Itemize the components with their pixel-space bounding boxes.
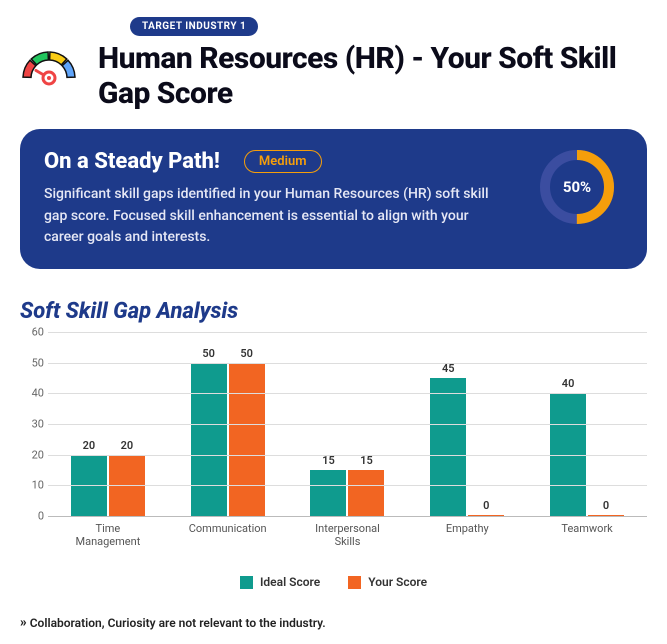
- score-percent-label: 50%: [539, 149, 615, 225]
- bar-value-label: 20: [121, 439, 134, 452]
- chevron-right-icon: »: [20, 615, 24, 630]
- bar-value-label: 15: [322, 454, 335, 467]
- header: Human Resources (HR) - Your Soft Skill G…: [20, 42, 647, 111]
- bar: 50: [229, 363, 265, 516]
- legend-item: Ideal Score: [240, 575, 320, 589]
- score-card-description: Significant skill gaps identified in you…: [44, 184, 507, 249]
- y-axis-tick: 10: [24, 479, 44, 492]
- score-card-title: On a Steady Path!: [44, 149, 220, 174]
- x-axis-label: Teamwork: [527, 517, 647, 547]
- bar: 45: [430, 378, 466, 516]
- x-axis-label: TimeManagement: [48, 517, 168, 547]
- y-axis-tick: 20: [24, 448, 44, 461]
- legend-label: Your Score: [368, 575, 427, 589]
- x-axis-label: InterpersonalSkills: [288, 517, 408, 547]
- bar: 0: [588, 515, 624, 516]
- gauge-icon: [20, 46, 78, 96]
- bar: 15: [310, 470, 346, 516]
- bar-value-label: 50: [202, 347, 215, 360]
- legend-item: Your Score: [348, 575, 427, 589]
- footnote-text: Collaboration, Curiosity are not relevan…: [30, 616, 326, 630]
- bar-value-label: 40: [562, 377, 575, 390]
- footnote: » Collaboration, Curiosity are not relev…: [20, 615, 647, 630]
- bar: 50: [191, 363, 227, 516]
- score-donut: 50%: [531, 149, 623, 225]
- y-axis-tick: 30: [24, 418, 44, 431]
- bar: 0: [468, 515, 504, 516]
- x-axis-label: Communication: [168, 517, 288, 547]
- score-card: On a Steady Path! Medium Significant ski…: [20, 129, 647, 269]
- legend-swatch: [240, 576, 253, 589]
- y-axis-tick: 60: [24, 326, 44, 339]
- y-axis-tick: 40: [24, 387, 44, 400]
- skill-gap-chart: 202050501515450400 0102030405060 TimeMan…: [48, 332, 647, 547]
- bar: 15: [348, 470, 384, 516]
- y-axis-tick: 0: [24, 510, 44, 523]
- score-card-content: On a Steady Path! Medium Significant ski…: [44, 149, 507, 249]
- target-industry-badge: TARGET INDUSTRY 1: [130, 17, 258, 36]
- bar-value-label: 50: [240, 347, 253, 360]
- legend-swatch: [348, 576, 361, 589]
- y-axis-tick: 50: [24, 356, 44, 369]
- legend-label: Ideal Score: [260, 575, 320, 589]
- bar-value-label: 15: [360, 454, 373, 467]
- analysis-title: Soft Skill Gap Analysis: [20, 299, 647, 324]
- x-axis-label: Empathy: [407, 517, 527, 547]
- score-level-pill: Medium: [244, 150, 322, 173]
- bar-value-label: 45: [442, 362, 455, 375]
- bar-value-label: 0: [603, 499, 609, 512]
- bar-value-label: 20: [83, 439, 96, 452]
- bar-value-label: 0: [483, 499, 489, 512]
- chart-legend: Ideal Score Your Score: [20, 575, 647, 589]
- page-title: Human Resources (HR) - Your Soft Skill G…: [98, 42, 647, 111]
